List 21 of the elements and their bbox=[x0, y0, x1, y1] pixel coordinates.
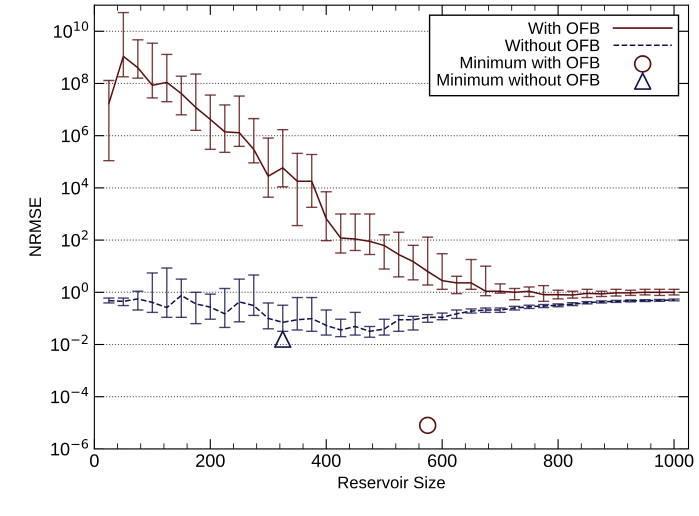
y-tick-label: 10$^{4}$ bbox=[62, 178, 88, 194]
y-tick-label: 10$^{10}$ bbox=[54, 21, 88, 38]
y-tick-label: 10$^{2}$ bbox=[62, 230, 88, 247]
y-tick-label: 10$^{−2}$ bbox=[51, 334, 88, 352]
legend-label: Minimum with OFB bbox=[460, 56, 600, 68]
x-tick-label: 600 bbox=[428, 454, 457, 468]
x-tick-label: 400 bbox=[312, 454, 341, 468]
x-tick-label: 1000 bbox=[655, 454, 694, 468]
y-tick-label: 10$^{0}$ bbox=[62, 282, 88, 299]
y-tick-label: 10$^{8}$ bbox=[62, 74, 88, 90]
legend-label: Minimum without OFB bbox=[438, 73, 600, 86]
y-tick-label: 10$^{−6}$ bbox=[51, 439, 88, 456]
legend-label: With OFB bbox=[528, 22, 600, 34]
y-axis-title: NRMSE bbox=[29, 198, 42, 256]
x-tick-label: 0 bbox=[90, 454, 99, 468]
legend-label: Without OFB bbox=[504, 39, 600, 52]
x-tick-label: 200 bbox=[196, 454, 225, 468]
y-tick-label: 10$^{−4}$ bbox=[51, 387, 88, 404]
y-tick-label: 10$^{6}$ bbox=[62, 126, 88, 142]
x-tick-label: 800 bbox=[544, 454, 572, 468]
x-axis-title: Reservoir Size bbox=[338, 476, 445, 488]
